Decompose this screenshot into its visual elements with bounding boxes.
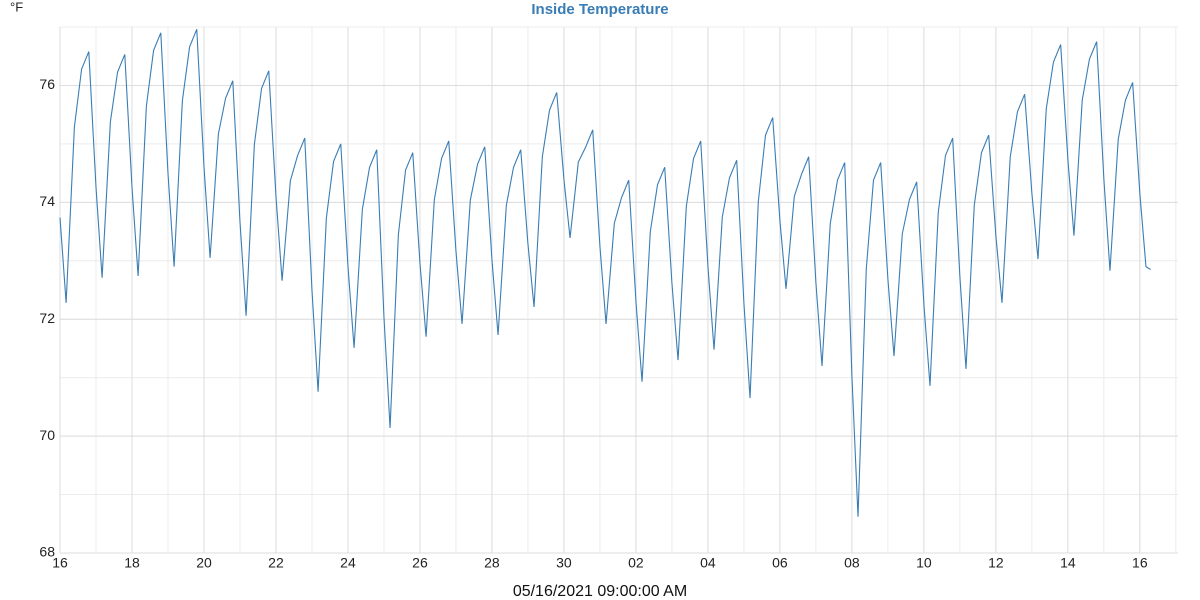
- x-tick-label: 08: [844, 555, 860, 571]
- x-tick-label: 14: [1060, 555, 1076, 571]
- y-axis-label: °F: [10, 0, 23, 14]
- x-tick-label: 02: [628, 555, 644, 571]
- x-tick-label: 22: [268, 555, 284, 571]
- y-tick-label: 70: [39, 427, 55, 443]
- chart-title: Inside Temperature: [531, 1, 668, 18]
- data-line: [59, 29, 1151, 517]
- x-tick-label: 30: [556, 555, 572, 571]
- x-tick-label: 16: [52, 555, 68, 571]
- x-tick-label: 26: [412, 555, 428, 571]
- y-tick-label: 68: [39, 544, 55, 560]
- y-tick-label: 74: [39, 193, 55, 209]
- x-axis-label: 05/16/2021 09:00:00 AM: [513, 583, 687, 600]
- x-tick-label: 20: [196, 555, 212, 571]
- x-tick-label: 18: [124, 555, 140, 571]
- y-tick-label: 76: [39, 76, 55, 92]
- x-tick-label: 28: [484, 555, 500, 571]
- x-tick-label: 24: [340, 555, 356, 571]
- x-tick-label: 10: [916, 555, 932, 571]
- x-tick-label: 16: [1132, 555, 1148, 571]
- x-tick-label: 04: [700, 555, 716, 571]
- y-tick-label: 72: [39, 310, 55, 326]
- x-tick-label: 06: [772, 555, 788, 571]
- x-tick-label: 12: [988, 555, 1004, 571]
